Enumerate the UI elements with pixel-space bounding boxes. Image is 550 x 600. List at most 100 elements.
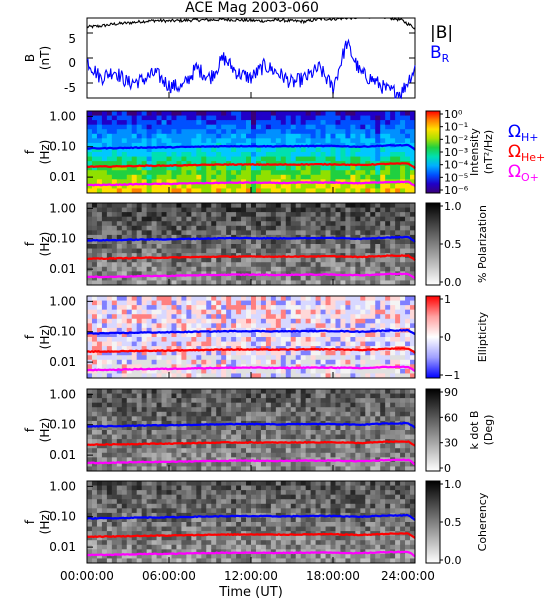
y-label-f: f	[23, 241, 37, 246]
colorbar-tick-label: 10⁰	[444, 108, 463, 121]
y-tick-label: 1.00	[49, 109, 76, 123]
colorbar-title: Intensity	[468, 128, 481, 176]
legend-omega-he-sub: He+	[521, 151, 545, 164]
legend-br: BR	[430, 43, 450, 65]
colorbar-tick-label: 0	[444, 331, 451, 344]
colorbar-gradient	[425, 202, 441, 286]
colorbar-units: (Deg)	[482, 415, 495, 446]
chart-title: ACE Mag 2003-060	[185, 0, 319, 16]
legend-br-sub: R	[442, 52, 450, 65]
legend-omega-he-main: Ω	[508, 142, 521, 162]
panel-texture	[87, 203, 416, 286]
colorbar-tick-label: −1	[444, 369, 460, 382]
gyrofrequency-line-O	[86, 458, 416, 466]
colorbar-tick-label: 0.5	[444, 238, 462, 251]
y-tick-label: 0.10	[49, 325, 76, 339]
legend-omega-h: ΩH+	[508, 122, 539, 144]
colorbar-title: Coherency	[476, 492, 489, 551]
panel-ellipticity: 1.00 0.10 0.01 f (Hz) 1 0 −1 Ellipticity	[23, 293, 489, 382]
x-tick-label: 00:00:00	[60, 569, 114, 583]
series-line-B	[86, 16, 416, 30]
y-label-b: B	[23, 54, 37, 62]
y-label-f: f	[23, 149, 37, 154]
y-tick-label: 0.01	[49, 448, 76, 462]
y-tick-label: -5	[64, 81, 76, 95]
colorbar-units: (nT²/Hz)	[482, 130, 495, 174]
gyrofrequency-line-O	[86, 180, 416, 187]
y-tick-label: 0.01	[49, 355, 76, 369]
y-label-unit: (Hz)	[38, 510, 52, 535]
gyrofrequency-line-H	[86, 421, 416, 429]
x-axis-label: Time (UT)	[218, 585, 283, 600]
gyrofrequency-line-He	[86, 532, 416, 539]
legend-omega-o-sub: O+	[521, 171, 539, 184]
series-line-BR	[86, 38, 416, 100]
y-tick-label: 1.00	[49, 201, 76, 215]
x-tick-label: 06:00:00	[142, 569, 196, 583]
gyrofrequency-line-O	[86, 365, 416, 373]
gyrofrequency-line-O	[86, 272, 416, 280]
colorbar-tick-label: 0	[444, 462, 451, 475]
gyrofrequency-line-H	[86, 143, 416, 151]
colorbar-tick-label: 10⁻¹	[444, 121, 468, 134]
gyrofrequency-line-H	[86, 235, 416, 243]
colorbar-title: k dot B	[468, 411, 481, 450]
colorbar-tick-label: 1	[444, 293, 451, 306]
colorbar-tick-label: 10⁻³	[444, 146, 468, 159]
colorbar: 1.0 0.5 0.0 Coherency	[425, 478, 489, 567]
colorbar: 1 0 −1 Ellipticity	[425, 293, 489, 382]
colorbar-gradient	[425, 388, 441, 472]
colorbar-tick-label: 0.0	[444, 276, 462, 289]
panel-coherency: 1.00 0.10 0.01 f (Hz) 1.0 0.5 0.0 Coherency	[23, 478, 489, 567]
legend-omega-o: ΩO+	[508, 162, 539, 184]
gyrofrequency-line-He	[86, 347, 416, 354]
panel-k-dot-b: 1.00 0.10 0.01 f (Hz) 90 60 30 0 k dot B (Deg)	[23, 386, 495, 475]
legend-omega-h-main: Ω	[508, 122, 521, 142]
y-tick-label: 0.01	[49, 540, 76, 554]
colorbar: 1.0 0.5 0.0 % Polarization	[425, 200, 489, 289]
colorbar-tick-label: 10⁻⁵	[444, 171, 468, 184]
y-tick-label: 0.10	[49, 140, 76, 154]
colorbar-tick-label: 10⁻²	[444, 133, 468, 146]
panel-magnetic-field: B (nT) 5 0 -5 |B| BR	[23, 16, 453, 100]
colorbar-tick-label: 1.0	[444, 200, 462, 213]
y-tick-label: 0.10	[49, 510, 76, 524]
y-tick-label: 0.10	[49, 232, 76, 246]
colorbar-tick-label: 0.0	[444, 554, 462, 567]
colorbar-tick-label: 90	[444, 386, 458, 399]
y-label-f: f	[23, 519, 37, 524]
colorbar-tick-label: 30	[444, 437, 458, 450]
y-tick-label: 5	[68, 32, 76, 46]
y-tick-label: 0.01	[49, 170, 76, 184]
gyrofrequency-line-He	[86, 440, 416, 447]
x-tick-label: 12:00:00	[224, 569, 278, 583]
colorbar: 90 60 30 0 k dot B (Deg)	[425, 386, 495, 475]
colorbar-tick-label: 60	[444, 411, 458, 424]
colorbar-tick-label: 1.0	[444, 478, 462, 491]
panel-texture	[87, 296, 416, 379]
y-label-unit: (Hz)	[38, 232, 52, 257]
y-tick-label: 0.01	[49, 262, 76, 276]
y-tick-label: 1.00	[49, 294, 76, 308]
y-tick-label: 0.10	[49, 418, 76, 432]
panel-texture	[87, 111, 416, 194]
gyrofrequency-line-H	[86, 328, 416, 336]
colorbar-gradient	[425, 480, 441, 564]
gyrofrequency-line-H	[86, 513, 416, 521]
colorbar-title: Ellipticity	[476, 311, 489, 362]
legend-br-main: B	[430, 43, 442, 63]
y-label-unit: (Hz)	[38, 140, 52, 165]
legend-omega-o-main: Ω	[508, 162, 521, 182]
y-tick-label: 0	[68, 56, 76, 70]
y-label-unit: (nT)	[38, 46, 52, 70]
gyrofrequency-line-O	[86, 550, 416, 558]
y-tick-label: 1.00	[49, 479, 76, 493]
colorbar-gradient	[425, 295, 441, 379]
y-tick-label: 1.00	[49, 387, 76, 401]
y-label-unit: (Hz)	[38, 325, 52, 350]
x-tick-label: 18:00:00	[306, 569, 360, 583]
panel-intensity: 1.00 0.10 0.01 f (Hz) 10⁰10⁻¹10⁻²10⁻³10⁻⁴10⁻⁵…	[23, 108, 495, 197]
panel-polarization: 1.00 0.10 0.01 f (Hz) 1.0 0.5 0.0 % Polarization	[23, 200, 489, 289]
panel-texture	[87, 389, 416, 472]
